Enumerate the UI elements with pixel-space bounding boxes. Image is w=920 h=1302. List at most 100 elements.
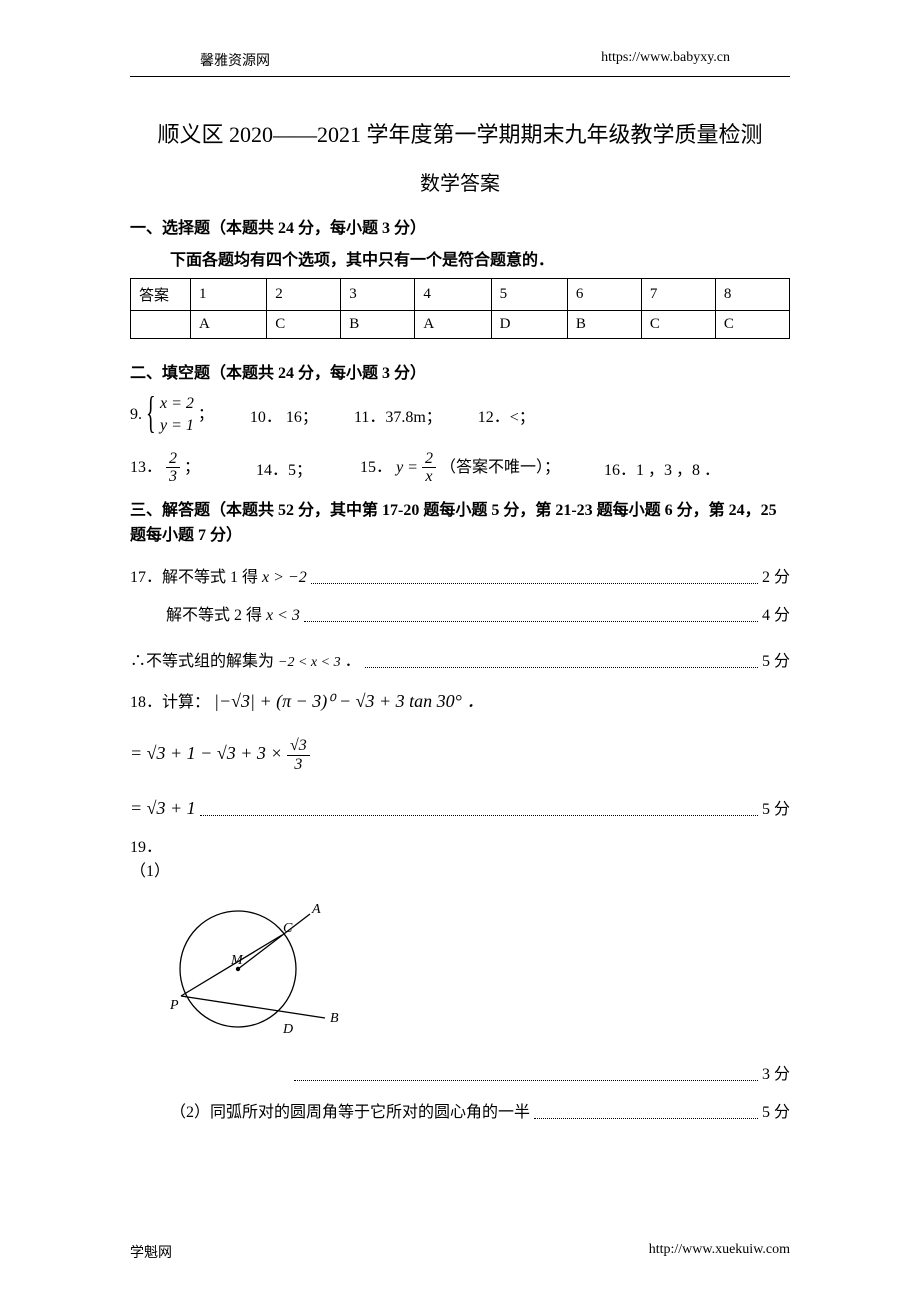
q13-fraction: 2 3 [166,450,180,486]
label-a: A [311,902,321,917]
q17-step1-math: x > −2 [262,569,307,586]
dotted-filler [304,621,758,622]
q17-step3-math: −2 < x < 3 [278,655,341,670]
footer-right: http://www.xuekuiw.com [649,1242,790,1262]
page-title: 顺义区 2020——2021 学年度第一学期期末九年级教学质量检测 [130,117,790,149]
table-cell: 3 [341,279,415,311]
q18-step1-fraction: √3 3 [287,737,310,773]
q17-step3-pts: 5 分 [762,647,790,671]
section2-title: 二、填空题（本题共 24 分，每小题 3 分） [130,359,790,383]
q13-numerator: 2 [166,450,180,469]
q15-denominator: x [422,468,436,486]
q16: 16．1 ，3 ，8 ． [604,456,720,480]
q15-tail: （答案不唯一）； [440,458,560,475]
q9-line1: x = 2 [160,393,194,415]
section1-instruction: 下面各题均有四个选项，其中只有一个是符合题意的． [130,246,790,270]
table-cell: 8 [715,279,789,311]
label-m: M [230,953,244,968]
q18-step1: = √3 + 1 − √3 + 3 × √3 3 [130,737,790,773]
dotted-filler [200,815,758,816]
q17-step2: 解不等式 2 得 x < 3 4 分 [130,601,790,625]
q9-number: 9. [130,406,142,423]
q19-sub1-pts-line: 3 分 [130,1060,790,1084]
q19-header: 19． [130,833,790,857]
q9-line2: y = 1 [160,415,194,437]
q18-header: 18．计算： [130,694,210,711]
q15-fraction: 2 x [422,450,436,486]
label-c: C [283,921,293,936]
q18-problem: 18．计算： |−√3| + (π − 3)⁰ − √3 + 3 tan 30°… [130,687,790,713]
q19-sub1-pts: 3 分 [762,1060,790,1084]
table-cell: C [267,311,341,339]
q13-tail: ； [184,458,200,475]
dotted-filler [534,1118,758,1119]
q15-numerator: 2 [422,450,436,469]
q18-step1-pre: = √3 + 1 − √3 + 3 × [130,743,287,763]
q15-prefix: 15． [360,458,392,475]
q18-step1-den: 3 [287,756,310,774]
q19-sub2-text: （2）同弧所对的圆周角等于它所对的圆心角的一半 [170,1098,530,1122]
table-row: 答案 1 2 3 4 5 6 7 8 [131,279,790,311]
q10: 10． 16； [250,403,318,427]
q15: 15． y = 2 x （答案不唯一）； [360,450,560,486]
q13-denominator: 3 [166,468,180,486]
q18-step1-num: √3 [287,737,310,756]
q17-step1-pts: 2 分 [762,563,790,587]
q13-number: 13． [130,458,162,475]
label-p: P [169,998,179,1013]
q11: 11．37.8m； [354,403,442,427]
table-cell: 5 [491,279,567,311]
q19-sub2-line: （2）同弧所对的圆周角等于它所对的圆心角的一半 5 分 [130,1098,790,1122]
table-cell: 6 [567,279,641,311]
table-cell: 2 [267,279,341,311]
header-left: 馨雅资源网 [200,50,270,70]
table-cell: A [415,311,491,339]
table-cell: A [191,311,267,339]
table-cell [131,311,191,339]
label-b: B [330,1011,339,1026]
q14: 14．5； [256,456,312,480]
geometry-diagram: M P D B C A [150,891,790,1046]
q17-step2-pts: 4 分 [762,601,790,625]
q12: 12．<； [478,403,535,427]
section3-title: 三、解答题（本题共 52 分，其中第 17-20 题每小题 5 分，第 21-2… [130,498,790,549]
page-subtitle: 数学答案 [130,167,790,196]
q17-step3-tail: ． [345,653,361,670]
line-ma [238,914,310,969]
table-cell: 4 [415,279,491,311]
table-row: A C B A D B C C [131,311,790,339]
table-cell: B [567,311,641,339]
dotted-filler [311,583,758,584]
dotted-filler [294,1080,758,1081]
q18-step2-text: = √3 + 1 [130,798,196,819]
q18-step2-pts: 5 分 [762,795,790,819]
q17-step1: 17．解不等式 1 得 x > −2 2 分 [130,563,790,587]
table-cell-label: 答案 [131,279,191,311]
header-right: https://www.babyxy.cn [601,50,730,70]
table-cell: 7 [641,279,715,311]
q9-brace: x = 2 y = 1 [146,393,194,438]
q17-step3-text: ∴不等式组的解集为 [130,653,278,670]
q17-step1-text: 17．解不等式 1 得 [130,569,262,586]
q18-step2: = √3 + 1 5 分 [130,795,790,819]
header-divider [130,76,790,77]
table-cell: 1 [191,279,267,311]
q9: 9. x = 2 y = 1 ； [130,393,214,438]
table-cell: C [641,311,715,339]
label-d: D [282,1022,293,1037]
q13: 13． 2 3 ； [130,450,200,486]
table-cell: B [341,311,415,339]
q19-sub1: （1） [130,857,790,881]
q18-expression: |−√3| + (π − 3)⁰ − √3 + 3 tan 30° ． [214,691,484,711]
footer-left: 学魁网 [130,1242,172,1262]
table-cell: D [491,311,567,339]
q17-step3: ∴不等式组的解集为 −2 < x < 3 ． 5 分 [130,647,790,671]
circle-diagram-svg: M P D B C A [150,891,370,1041]
dotted-filler [365,667,758,668]
table-cell: C [715,311,789,339]
section1-title: 一、选择题（本题共 24 分，每小题 3 分） [130,214,790,238]
answer-table: 答案 1 2 3 4 5 6 7 8 A C B A D B C C [130,278,790,339]
q15-lhs: y = [396,458,418,475]
q9-tail: ； [198,406,214,423]
q19-sub2-pts: 5 分 [762,1098,790,1122]
